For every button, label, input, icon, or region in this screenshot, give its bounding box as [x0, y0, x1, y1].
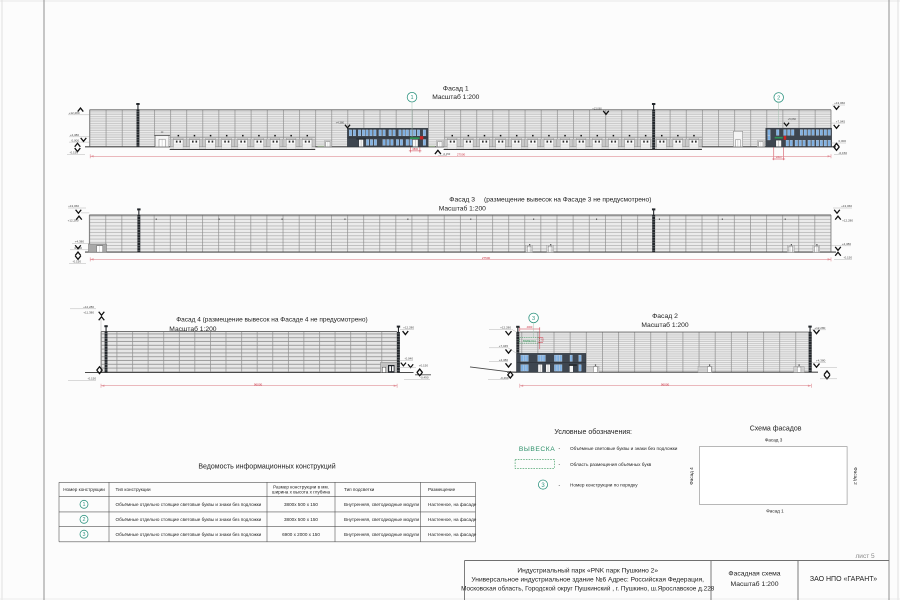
svg-text:3800х 500 х 150: 3800х 500 х 150 — [284, 517, 318, 522]
svg-text:-: - — [559, 482, 561, 488]
svg-text:3: 3 — [541, 483, 545, 489]
svg-text:-0,490: -0,490 — [420, 376, 429, 380]
svg-text:96000: 96000 — [661, 382, 670, 386]
svg-text:-0,490: -0,490 — [500, 376, 509, 380]
svg-text:Объёмные отдельно стоящие свет: Объёмные отдельно стоящие световые буквы… — [116, 502, 262, 507]
svg-text:Фасад 3: Фасад 3 — [765, 437, 783, 442]
svg-text:Размещение: Размещение — [428, 487, 456, 492]
svg-text:-: - — [559, 462, 561, 468]
svg-text:Фасад 2: Фасад 2 — [652, 313, 678, 320]
svg-text:27500: 27500 — [482, 256, 491, 260]
svg-text:Фасадная схема: Фасадная схема — [728, 571, 780, 578]
svg-text:Фасад 1: Фасад 1 — [766, 508, 784, 513]
svg-text:+7,045: +7,045 — [499, 344, 509, 348]
svg-text:+12,280: +12,280 — [403, 326, 414, 330]
svg-text:3: 3 — [532, 316, 535, 322]
svg-text:ВЫВЕСКА: ВЫВЕСКА — [523, 339, 536, 343]
svg-text:+12,280: +12,280 — [842, 218, 853, 222]
svg-text:Масштаб 1:200: Масштаб 1:200 — [432, 93, 479, 101]
svg-text:+4,380: +4,380 — [336, 121, 345, 125]
svg-text:Внутренняя, светодиодные модул: Внутренняя, светодиодные модули — [344, 502, 420, 507]
svg-text:-0,040: -0,040 — [404, 357, 413, 361]
svg-text:1: 1 — [410, 95, 413, 101]
svg-text:Индустриальный парк «PNK парк: Индустриальный парк «PNK парк Пушкино 2» — [517, 567, 658, 575]
svg-text:+4,380: +4,380 — [816, 359, 826, 363]
svg-text:3800х 500 х 150: 3800х 500 х 150 — [284, 502, 318, 507]
svg-text:Фасад 4: Фасад 4 — [689, 467, 694, 485]
svg-text:+13,060: +13,060 — [834, 101, 845, 105]
svg-text:+0,150: +0,150 — [419, 363, 429, 367]
svg-text:ширина х высота х глубина: ширина х высота х глубина — [272, 490, 331, 495]
svg-text:Масштаб 1:200: Масштаб 1:200 — [439, 205, 486, 213]
svg-text:Тип конструкции: Тип конструкции — [116, 487, 151, 492]
svg-text:-0,150: -0,150 — [72, 260, 81, 264]
svg-text:Фасад 1: Фасад 1 — [443, 86, 469, 93]
svg-text:Настенное, на фасаде: Настенное, на фасаде — [428, 517, 477, 522]
svg-text:Масштаб 1:200: Масштаб 1:200 — [641, 321, 688, 329]
svg-text:+11,380: +11,380 — [83, 311, 94, 315]
svg-text:96000: 96000 — [254, 382, 263, 386]
svg-text:-0,150: -0,150 — [838, 151, 847, 155]
svg-text:Объёмные отдельно стоящие свет: Объёмные отдельно стоящие световые буквы… — [116, 532, 262, 537]
svg-text:Фасад 2: Фасад 2 — [853, 467, 858, 485]
svg-text:+13,060: +13,060 — [841, 204, 852, 208]
svg-text:+13,060: +13,060 — [592, 106, 602, 110]
svg-text:-0,150: -0,150 — [87, 377, 96, 381]
svg-text:Размер конструкции в мм.: Размер конструкции в мм. — [273, 484, 329, 489]
svg-text:0,000: 0,000 — [838, 139, 846, 143]
svg-text:3800: 3800 — [412, 147, 418, 151]
svg-text:1: 1 — [83, 502, 86, 508]
svg-text:Номер конструкции по порядку: Номер конструкции по порядку — [570, 482, 638, 487]
svg-text:Московская область, Городской: Московская область, Городской округ Пушк… — [461, 585, 715, 593]
svg-text:Универсальное индустриальное з: Универсальное индустриальное здание №6 А… — [471, 576, 704, 584]
svg-text:+12,280: +12,280 — [83, 305, 94, 309]
svg-text:-: - — [559, 446, 561, 452]
svg-text:500: 500 — [542, 337, 545, 342]
svg-text:+12,280: +12,280 — [814, 326, 825, 330]
svg-text:(размещение вывесок на Фасаде: (размещение вывесок на Фасаде 3 не преду… — [484, 197, 651, 204]
svg-text:+4,380: +4,380 — [70, 133, 80, 137]
svg-text:Номер конструкции: Номер конструкции — [63, 487, 105, 492]
svg-text:6900 х 2000 х 150: 6900 х 2000 х 150 — [282, 532, 320, 537]
svg-text:3800: 3800 — [776, 155, 782, 159]
svg-text:Тип подсветки: Тип подсветки — [344, 487, 375, 492]
svg-text:0,000: 0,000 — [71, 138, 79, 142]
svg-text:Условные обозначения:: Условные обозначения: — [554, 428, 632, 436]
svg-text:3: 3 — [83, 532, 86, 538]
svg-text:Настенное, на фасаде: Настенное, на фасаде — [428, 532, 477, 537]
svg-text:+4,380: +4,380 — [499, 358, 509, 362]
svg-text:2: 2 — [777, 95, 780, 101]
svg-text:4000: 4000 — [527, 325, 533, 329]
svg-text:Фасад 3: Фасад 3 — [449, 197, 475, 204]
svg-text:ВЫВЕСКА: ВЫВЕСКА — [519, 446, 555, 453]
svg-text:Область размещения объёмных бу: Область размещения объёмных букв — [570, 462, 652, 467]
svg-text:+12,280: +12,280 — [69, 111, 80, 115]
svg-text:+13,060: +13,060 — [68, 204, 79, 208]
svg-text:ЗАО НПО «ГАРАНТ»: ЗАО НПО «ГАРАНТ» — [810, 576, 877, 583]
svg-text:Схема фасадов: Схема фасадов — [750, 426, 802, 433]
svg-text:27500: 27500 — [457, 153, 466, 157]
svg-text:Внутренняя, светодиодные модул: Внутренняя, светодиодные модули — [344, 517, 420, 522]
svg-text:лист 5: лист 5 — [856, 553, 875, 560]
svg-text:Настенное, на фасаде: Настенное, на фасаде — [428, 502, 477, 507]
svg-text:-0,150: -0,150 — [843, 256, 852, 260]
svg-text:-0,150: -0,150 — [443, 152, 451, 156]
svg-text:-0,150: -0,150 — [69, 151, 78, 155]
svg-text:Фасад 4 (размещение вывесок: Фасад 4 (размещение вывесок на Фасаде 4 … — [176, 317, 368, 324]
svg-text:+12,280: +12,280 — [500, 326, 511, 330]
svg-text:Масштаб 1:200: Масштаб 1:200 — [731, 580, 779, 588]
svg-text:+4,380: +4,380 — [75, 240, 85, 244]
svg-text:Внутренняя, светодиодные модул: Внутренняя, светодиодные модули — [344, 532, 420, 537]
svg-text:Объёмные световые буквы и знак: Объёмные световые буквы и знаки без подл… — [570, 446, 678, 451]
svg-text:2: 2 — [83, 517, 86, 523]
svg-text:Масштаб 1:200: Масштаб 1:200 — [169, 325, 216, 333]
svg-text:+7,045: +7,045 — [836, 119, 846, 123]
svg-text:Ведомость информационных конст: Ведомость информационных конструкций — [198, 463, 335, 471]
svg-text:+4,380: +4,380 — [842, 242, 852, 246]
svg-text:+5,060: +5,060 — [788, 117, 797, 121]
svg-text:Объёмные отдельно стоящие свет: Объёмные отдельно стоящие световые буквы… — [116, 517, 262, 522]
svg-text:+12,280: +12,280 — [68, 218, 79, 222]
